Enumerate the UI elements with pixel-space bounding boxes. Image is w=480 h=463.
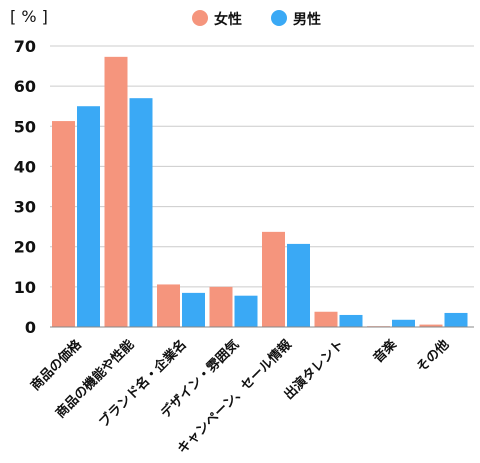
bar-male-3 [234,295,258,327]
x-tick-label: 音楽 [370,336,400,366]
bar-male-2 [182,292,205,327]
x-tick-label: その他 [413,337,452,376]
y-tick-label: 0 [25,318,36,337]
bar-female-5 [314,311,338,327]
y-axis-ticks: 0 10 20 30 40 50 60 70 [14,37,36,337]
x-tick-label: 商品の価格 [28,336,86,394]
bars [52,56,468,328]
legend: 女性 男性 [192,10,321,28]
bar-female-2 [157,284,180,327]
x-tick-label: ブランド名・企業名 [96,337,190,431]
x-axis-labels: 商品の価格商品の機能や性能ブランド名・企業名デザイン・雰囲気キャンペーン、セール… [28,336,453,457]
bar-female-7 [419,324,443,327]
y-tick-label: 10 [14,278,36,297]
bar-male-0 [77,106,100,327]
bar-male-7 [444,312,468,327]
y-axis-unit-label: [ % ] [10,7,48,26]
bar-female-3 [209,286,233,327]
bar-male-5 [339,314,363,327]
y-tick-label: 40 [14,157,36,176]
legend-label-female: 女性 [214,11,242,28]
bar-female-0 [52,121,75,328]
legend-swatch-female [192,10,208,26]
bar-male-4 [287,243,310,327]
bar-female-1 [104,56,128,328]
y-tick-label: 20 [14,238,36,257]
bar-male-6 [392,319,415,327]
y-tick-label: 50 [14,117,36,136]
bar-male-1 [129,98,153,327]
y-tick-label: 60 [14,77,36,96]
bar-female-4 [262,231,285,327]
legend-swatch-male [271,10,287,26]
y-tick-label: 30 [14,198,36,217]
y-tick-label: 70 [14,37,36,56]
legend-label-male: 男性 [293,11,321,28]
